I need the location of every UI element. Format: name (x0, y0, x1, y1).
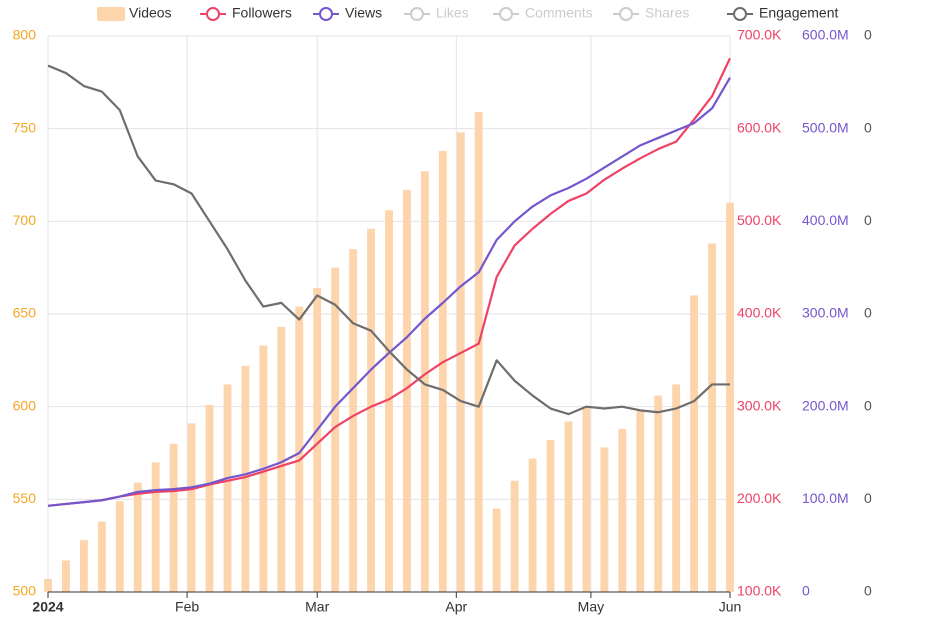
y4-tick-label: 0 (864, 397, 872, 413)
y2-tick-label: 400.0K (737, 305, 782, 321)
y2-tick-label: 300.0K (737, 397, 782, 413)
y-tick-label: 700 (13, 212, 37, 228)
y4-tick-label: 0 (864, 305, 872, 321)
y-tick-label: 800 (13, 27, 37, 43)
bar (187, 423, 196, 592)
y3-tick-label: 200.0M (802, 397, 849, 413)
y2-tick-label: 600.0K (737, 119, 782, 135)
bar (133, 482, 142, 592)
legend-label[interactable]: Comments (525, 5, 593, 21)
bar (438, 150, 447, 592)
bar (708, 243, 716, 592)
x-tick-label: Apr (445, 599, 467, 615)
bar (456, 132, 465, 592)
legend-label[interactable]: Followers (232, 5, 292, 21)
bar (672, 384, 681, 592)
y2-tick-label: 700.0K (737, 27, 782, 43)
legend-label[interactable]: Likes (436, 5, 469, 21)
y4-tick-label: 0 (864, 119, 872, 135)
y2-tick-label: 100.0K (737, 583, 782, 599)
x-tick-label: 2024 (32, 599, 63, 615)
y-tick-label: 600 (13, 397, 37, 413)
y-tick-label: 750 (13, 119, 37, 135)
y4-tick-label: 0 (864, 583, 872, 599)
x-tick-label: Mar (305, 599, 329, 615)
bar (385, 210, 393, 593)
bar (205, 404, 214, 592)
y-tick-label: 650 (13, 305, 37, 321)
legend-label[interactable]: Engagement (759, 5, 839, 21)
bar (618, 428, 627, 592)
bar (492, 508, 501, 592)
bar (420, 171, 429, 592)
y3-tick-label: 0 (802, 583, 810, 599)
bar (295, 306, 304, 592)
x-tick-label: Feb (175, 599, 199, 615)
legend-label[interactable]: Views (345, 5, 382, 21)
legend-marker[interactable] (206, 7, 220, 21)
x-tick-label: Jun (719, 599, 742, 615)
bar (241, 365, 250, 592)
legend-label[interactable]: Shares (645, 5, 689, 21)
bar (44, 579, 52, 592)
bar (223, 384, 232, 592)
bar (169, 443, 178, 592)
line-engagement (47, 64, 730, 416)
bar (331, 267, 340, 592)
bar (528, 458, 537, 592)
y3-tick-label: 500.0M (802, 119, 849, 135)
legend-label[interactable]: Videos (129, 5, 172, 21)
y3-tick-label: 100.0M (802, 490, 849, 506)
y3-tick-label: 400.0M (802, 212, 849, 228)
line-followers (47, 57, 731, 507)
y3-tick-label: 300.0M (802, 305, 849, 321)
y4-tick-label: 0 (864, 27, 872, 43)
bar (510, 480, 519, 592)
bar (654, 395, 663, 592)
legend-marker[interactable] (619, 7, 633, 21)
x-tick-label: May (578, 599, 604, 615)
bar (403, 189, 411, 592)
y2-tick-label: 500.0K (737, 212, 782, 228)
y2-tick-label: 200.0K (737, 490, 782, 506)
y4-tick-label: 0 (864, 212, 872, 228)
bar (636, 410, 645, 592)
y-tick-label: 550 (13, 490, 37, 506)
bar (79, 540, 88, 592)
legend-marker[interactable] (499, 7, 513, 21)
y4-tick-label: 0 (864, 490, 872, 506)
bar (62, 560, 70, 592)
legend-marker[interactable] (319, 7, 333, 21)
bar (151, 462, 160, 592)
bar (115, 501, 124, 592)
bar (690, 295, 699, 592)
bar (474, 111, 483, 592)
bar (97, 521, 106, 592)
legend-swatch[interactable] (97, 7, 125, 21)
legend-marker[interactable] (410, 7, 424, 21)
bar (582, 406, 591, 592)
bar (367, 228, 375, 592)
bar (726, 202, 734, 593)
bar (349, 249, 358, 592)
y-tick-label: 500 (13, 583, 37, 599)
bar (546, 440, 555, 592)
bar (277, 326, 286, 592)
bar (313, 288, 322, 592)
y3-tick-label: 600.0M (802, 27, 849, 43)
line-views (47, 77, 731, 507)
bar (564, 421, 573, 592)
legend-marker[interactable] (733, 7, 747, 21)
bar (600, 447, 609, 592)
